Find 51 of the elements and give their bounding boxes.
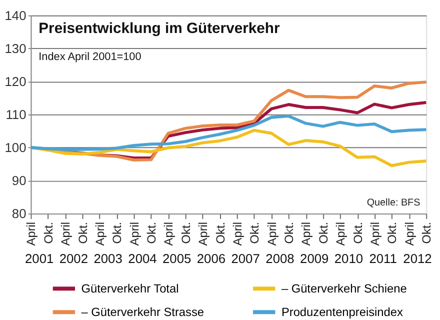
text: 2003: [94, 251, 122, 266]
text: 2006: [196, 251, 226, 266]
x-tick-label: Okt.: [213, 222, 228, 244]
x-tick-label: April: [334, 222, 348, 246]
x-tick-label: April: [58, 222, 73, 246]
legend-label: Produzentenpreisindex: [281, 305, 403, 320]
y-tick-label: 120: [4, 74, 26, 89]
y-tick-label: 130: [4, 40, 26, 56]
x-tick-label: Okt.: [144, 222, 159, 244]
x-tick-label: Okt.: [76, 222, 90, 244]
text: Index April 2001=100: [38, 50, 142, 63]
legend-label: Güterverkehr Total: [81, 282, 179, 296]
x-tick-label: Okt.: [420, 222, 434, 244]
legend-label: – Güterverkehr Schiene: [281, 282, 408, 296]
x-tick-label: April: [24, 222, 38, 246]
x-tick-label: April: [264, 222, 279, 246]
x-tick-label: April: [162, 222, 176, 246]
legend-label: – Güterverkehr Strasse: [81, 305, 204, 320]
y-tick-label: 140: [4, 8, 26, 23]
line-series: [29, 114, 428, 151]
x-tick-label: April: [368, 222, 382, 246]
x-tick-label: April: [402, 222, 416, 246]
x-tick-label: Okt.: [316, 222, 330, 244]
x-tick-label: April: [230, 222, 244, 246]
x-tick-label: April: [127, 222, 142, 246]
text: 2012: [403, 251, 432, 266]
x-tick-label: Okt.: [41, 222, 56, 244]
y-tick-label: 110: [6, 106, 26, 122]
x-tick-label: Okt.: [248, 222, 262, 244]
x-tick-label: Okt.: [110, 222, 124, 244]
y-tick-label: 100: [4, 140, 26, 155]
y-tick-label: 90: [12, 172, 26, 188]
text: 2001: [25, 251, 54, 266]
x-tick-label: April: [299, 222, 314, 246]
text: 2011: [369, 251, 397, 266]
x-tick-label: Okt.: [350, 222, 365, 244]
y-tick-label: 80: [12, 206, 26, 221]
annotation: Quelle: BFS: [366, 198, 421, 209]
text: 2010: [334, 251, 364, 266]
x-tick-label: Okt.: [282, 222, 296, 244]
text: 2002: [59, 251, 88, 266]
x-tick-label: Okt.: [385, 222, 400, 244]
text: 2004: [128, 251, 157, 266]
text: 2008: [266, 251, 294, 266]
x-tick-label: April: [196, 222, 210, 246]
chart-title: Preisentwicklung im Güterverkehr: [38, 21, 280, 38]
x-tick-label: Okt.: [178, 222, 193, 244]
text: 2009: [300, 251, 329, 266]
x-tick-label: April: [92, 222, 107, 246]
text: 2005: [162, 251, 192, 266]
text: 2007: [231, 251, 260, 266]
